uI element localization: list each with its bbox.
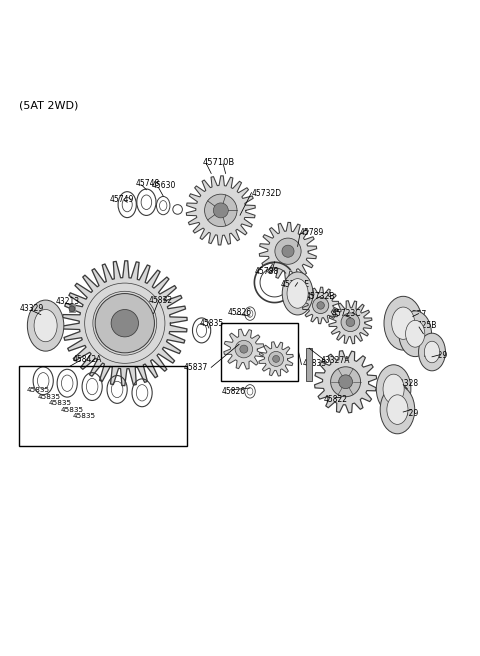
Circle shape <box>204 194 237 226</box>
Polygon shape <box>329 300 372 344</box>
Text: 45788: 45788 <box>254 267 278 276</box>
Circle shape <box>331 367 360 397</box>
Ellipse shape <box>380 386 415 434</box>
Text: 45842A: 45842A <box>73 355 102 363</box>
Ellipse shape <box>287 279 308 308</box>
Ellipse shape <box>27 300 64 351</box>
Text: 43327A: 43327A <box>321 356 350 365</box>
Circle shape <box>317 302 324 309</box>
Ellipse shape <box>419 333 445 371</box>
Text: 45822: 45822 <box>324 394 348 403</box>
Ellipse shape <box>383 374 404 403</box>
Polygon shape <box>62 261 187 386</box>
Circle shape <box>111 310 139 337</box>
Text: 45729: 45729 <box>423 352 448 360</box>
Text: 45835: 45835 <box>73 413 96 419</box>
Polygon shape <box>224 329 264 369</box>
Text: 45835: 45835 <box>199 319 224 328</box>
Polygon shape <box>259 222 317 280</box>
Bar <box>221 323 298 380</box>
Polygon shape <box>314 351 377 413</box>
Polygon shape <box>259 342 293 376</box>
Text: 45723C: 45723C <box>331 309 360 318</box>
Text: 45837: 45837 <box>183 363 208 372</box>
Bar <box>19 367 187 445</box>
Text: (5AT 2WD): (5AT 2WD) <box>19 100 79 110</box>
Text: 45835: 45835 <box>302 359 327 368</box>
Text: 45835: 45835 <box>26 388 49 394</box>
Circle shape <box>346 318 355 327</box>
Ellipse shape <box>376 365 411 413</box>
Text: 45857: 45857 <box>402 310 427 319</box>
Circle shape <box>282 245 294 257</box>
Ellipse shape <box>392 307 415 339</box>
Ellipse shape <box>406 320 425 347</box>
Text: 45749: 45749 <box>109 195 134 204</box>
Circle shape <box>273 356 279 362</box>
Text: 45732B: 45732B <box>305 293 335 301</box>
Circle shape <box>275 238 301 264</box>
Circle shape <box>213 203 228 218</box>
Circle shape <box>95 293 155 353</box>
Text: 45748: 45748 <box>135 180 160 188</box>
Text: 45732D: 45732D <box>252 189 282 198</box>
Text: 45835: 45835 <box>49 400 72 406</box>
Text: 45725B: 45725B <box>408 321 437 329</box>
Text: 45731E: 45731E <box>280 280 309 289</box>
Text: 43213: 43213 <box>55 297 79 306</box>
Text: 43329: 43329 <box>19 304 44 314</box>
Text: 43328: 43328 <box>395 379 419 388</box>
Text: 45789: 45789 <box>300 228 324 237</box>
Ellipse shape <box>282 272 313 315</box>
Circle shape <box>341 313 360 331</box>
Text: 45835: 45835 <box>60 407 84 413</box>
Text: 45835: 45835 <box>37 394 60 400</box>
Text: 45710B: 45710B <box>202 158 235 167</box>
Ellipse shape <box>34 310 57 342</box>
Ellipse shape <box>399 311 432 357</box>
Circle shape <box>235 340 252 358</box>
Text: 45826: 45826 <box>222 387 246 396</box>
Circle shape <box>312 297 329 314</box>
Text: 45826: 45826 <box>228 308 252 317</box>
Circle shape <box>69 306 75 312</box>
Circle shape <box>339 375 352 388</box>
Bar <box>69 304 75 312</box>
Ellipse shape <box>424 341 440 363</box>
Text: 45832: 45832 <box>149 296 173 304</box>
Text: 43329: 43329 <box>395 409 419 418</box>
Circle shape <box>240 345 248 353</box>
Bar <box>306 348 312 380</box>
Circle shape <box>269 352 284 367</box>
Ellipse shape <box>387 395 408 424</box>
Text: 45630: 45630 <box>151 182 176 190</box>
Ellipse shape <box>384 297 422 350</box>
Polygon shape <box>302 287 339 323</box>
Polygon shape <box>186 176 255 245</box>
